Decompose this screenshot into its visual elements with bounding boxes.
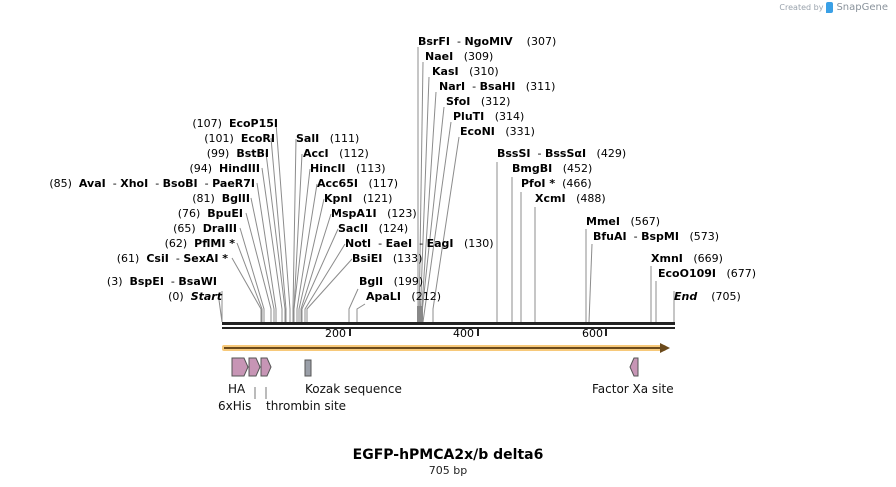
- feature-6xhis[interactable]: [248, 357, 261, 377]
- credit-prefix: Created by: [779, 3, 824, 12]
- site-hindiii[interactable]: (94) HindIII: [189, 162, 260, 175]
- orf-arrow[interactable]: [222, 343, 670, 353]
- site-csii-sexai[interactable]: (61) CsiI - SexAI *: [116, 252, 228, 265]
- site-bpuei[interactable]: (76) BpuEI: [177, 207, 243, 220]
- backbone-bottom: [222, 327, 675, 329]
- site-nari-bsahi[interactable]: NarI - BsaHI (311): [439, 80, 556, 93]
- site-pflmi[interactable]: (62) PflMI *: [164, 237, 235, 250]
- site-pluti[interactable]: PluTI (314): [453, 110, 525, 123]
- site-cluster-mark: [417, 306, 423, 322]
- site-acc65i[interactable]: Acc65I (117): [317, 177, 399, 190]
- site-mmei[interactable]: MmeI (567): [586, 215, 661, 228]
- site-kpni[interactable]: KpnI (121): [324, 192, 393, 205]
- site-avai-xhoi-bsobi-paer7i[interactable]: (85) AvaI - XhoI - BsoBI - PaeR7I: [49, 177, 255, 190]
- credit-brand: SnapGene: [836, 2, 888, 13]
- feature-label-kozak-sequence: Kozak sequence: [305, 382, 402, 396]
- site-bgli[interactable]: BglI (199): [359, 275, 424, 288]
- ruler-label-600: 600: [582, 327, 603, 340]
- feature-label-ha: HA: [228, 382, 246, 396]
- site-pfoi[interactable]: PfoI * (466): [521, 177, 592, 190]
- map-title: EGFP-hPMCA2x/b delta6: [352, 447, 544, 463]
- site-xmni[interactable]: XmnI (669): [651, 252, 723, 265]
- ruler-label-400: 400: [453, 327, 474, 340]
- site-hincii[interactable]: HincII (113): [310, 162, 386, 175]
- site-acci[interactable]: AccI (112): [303, 147, 369, 160]
- site-bmgbi[interactable]: BmgBI (452): [512, 162, 593, 175]
- site-mspa1i[interactable]: MspA1I (123): [331, 207, 417, 220]
- feature-kozak-sequence[interactable]: [304, 359, 312, 377]
- site-kasi[interactable]: KasI (310): [432, 65, 499, 78]
- feature-ha[interactable]: [231, 357, 249, 377]
- feature-label-factor-xa-site: Factor Xa site: [592, 382, 674, 396]
- site-sali[interactable]: SalI (111): [296, 132, 360, 145]
- site-bglii[interactable]: (81) BglII: [192, 192, 250, 205]
- site-noti-eaei-eagi[interactable]: NotI - EaeI - EagI (130): [345, 237, 494, 250]
- site-ecori[interactable]: (101) EcoRI: [204, 132, 275, 145]
- site-ecop15i[interactable]: (107) EcoP15I: [192, 117, 278, 130]
- site-ecoo109i[interactable]: EcoO109I (677): [658, 267, 757, 280]
- site-bsssi-bsssai[interactable]: BssSI - BssSαI (429): [497, 147, 627, 160]
- site-naei[interactable]: NaeI (309): [425, 50, 494, 63]
- site-bfuai-bspmi[interactable]: BfuAI - BspMI (573): [593, 230, 720, 243]
- ruler-label-200: 200: [325, 327, 346, 340]
- site-sfoi[interactable]: SfoI (312): [446, 95, 511, 108]
- site-bstbi[interactable]: (99) BstBI: [206, 147, 269, 160]
- site-start[interactable]: (0) Start: [168, 290, 222, 303]
- site-draiii[interactable]: (65) DraIII: [173, 222, 237, 235]
- snapgene-logo-icon: [826, 2, 834, 13]
- site-sacii[interactable]: SacII (124): [338, 222, 409, 235]
- site-connectors: [218, 47, 675, 323]
- site-bsiei[interactable]: BsiEI (133): [352, 252, 423, 265]
- feature-factor-xa-site[interactable]: [629, 357, 639, 377]
- site-xcmi[interactable]: XcmI (488): [535, 192, 606, 205]
- site-bspei-bsawi[interactable]: (3) BspEI - BsaWI: [106, 275, 217, 288]
- site-econi[interactable]: EcoNI (331): [460, 125, 535, 138]
- site-bsrfi-ngomiv[interactable]: BsrFI - NgoMIV (307): [418, 35, 557, 48]
- map-length: 705 bp: [428, 464, 468, 477]
- snapgene-credit: Created by SnapGene: [779, 2, 888, 13]
- feature-thrombin-site[interactable]: [260, 357, 272, 377]
- site-apali[interactable]: ApaLI (212): [366, 290, 442, 303]
- backbone-top: [222, 322, 675, 325]
- feature-label-thrombin-site: thrombin site: [266, 399, 347, 413]
- feature-label-6xhis: 6xHis: [218, 399, 252, 413]
- site-end[interactable]: End (705): [674, 290, 741, 303]
